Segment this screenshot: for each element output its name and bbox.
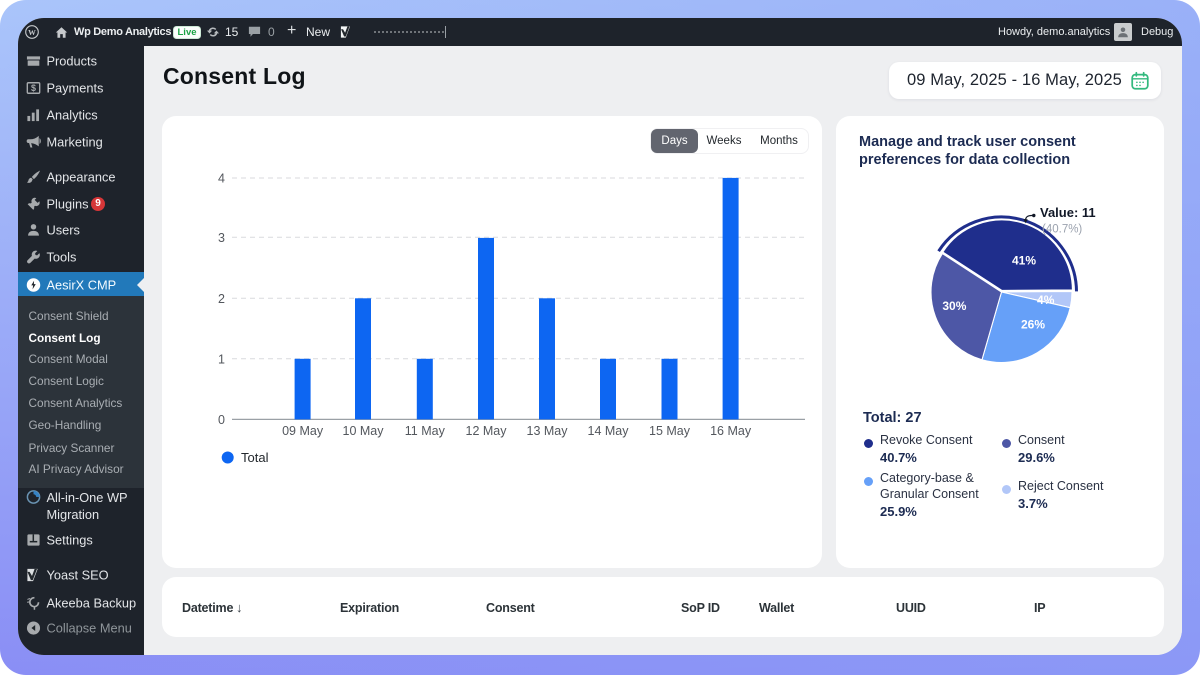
svg-text:41%: 41% (1012, 254, 1036, 268)
svg-text:14 May: 14 May (588, 424, 630, 438)
svg-text:2: 2 (218, 292, 225, 306)
svg-text:W: W (28, 28, 36, 37)
svg-text:13 May: 13 May (527, 424, 569, 438)
svg-text:30%: 30% (942, 299, 966, 313)
svg-text:4%: 4% (1037, 293, 1055, 307)
svg-text:15 May: 15 May (649, 424, 691, 438)
svg-text:$: $ (31, 83, 36, 93)
svg-text:4: 4 (218, 172, 225, 186)
svg-text:10 May: 10 May (343, 424, 385, 438)
svg-text:09 May: 09 May (282, 424, 324, 438)
svg-text:12 May: 12 May (466, 424, 508, 438)
svg-text:3: 3 (218, 231, 225, 245)
svg-text:26%: 26% (1021, 318, 1045, 332)
svg-text:11 May: 11 May (405, 424, 446, 438)
svg-text:Total: Total (241, 450, 269, 465)
svg-text:1: 1 (218, 352, 225, 366)
svg-text:(40.7%): (40.7%) (1042, 224, 1082, 236)
svg-text:Value: 11: Value: 11 (1040, 205, 1096, 220)
svg-text:0: 0 (218, 413, 225, 427)
svg-text:16 May: 16 May (710, 424, 752, 438)
